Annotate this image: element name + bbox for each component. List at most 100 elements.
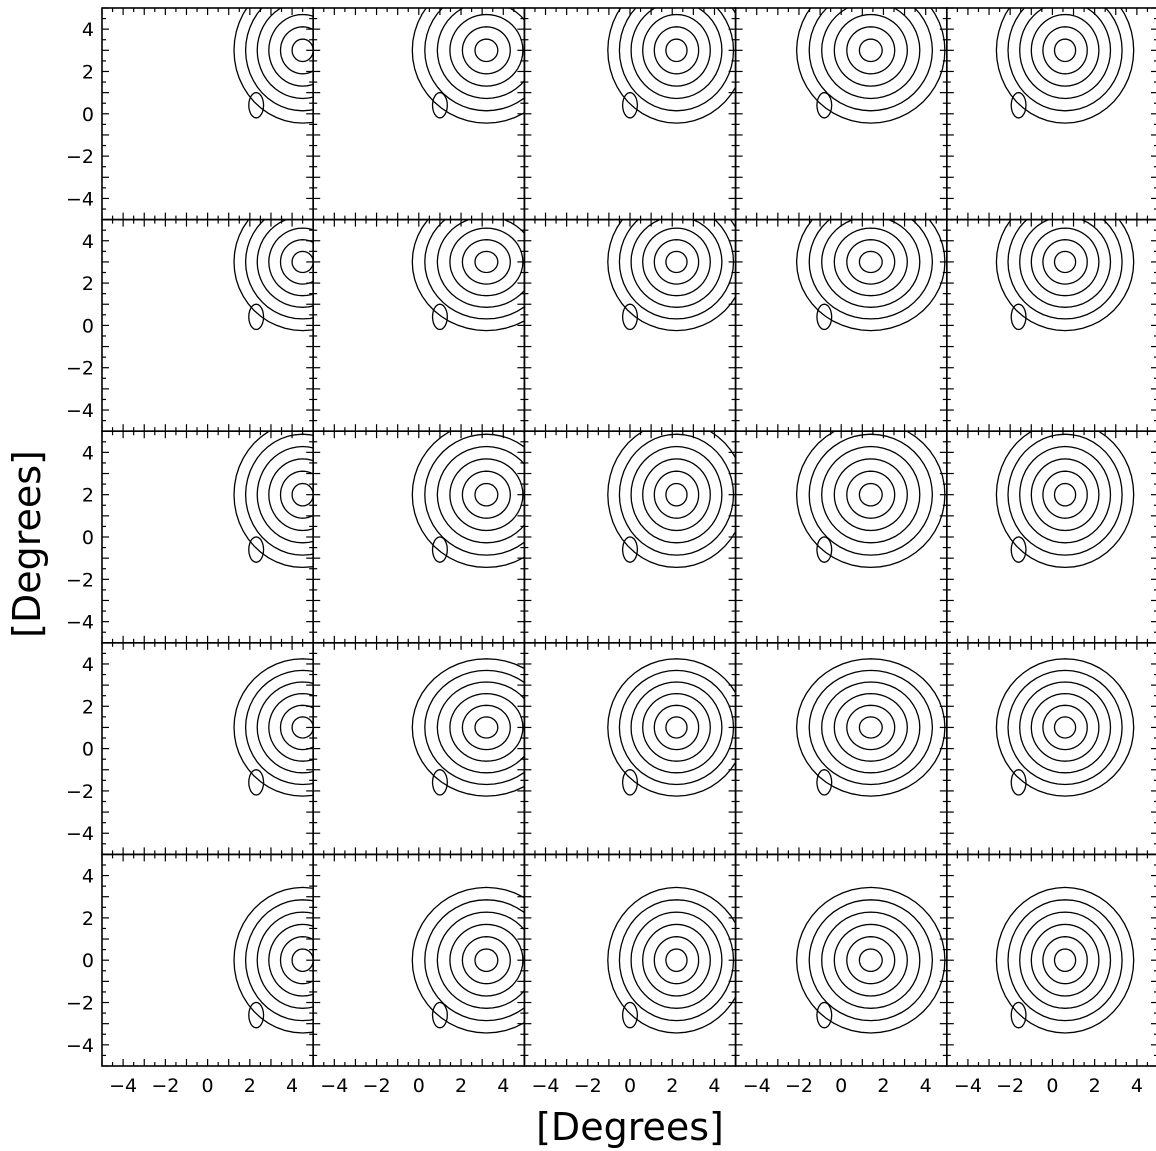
contour-set (607, 219, 736, 332)
y-tick-label: −4 (66, 188, 94, 210)
contour-line (461, 239, 511, 285)
contour-line (279, 704, 314, 751)
contour-lobe (248, 536, 265, 563)
x-tick-label: −4 (743, 1075, 771, 1097)
y-tick-label: −2 (66, 358, 94, 380)
contour-line (618, 669, 735, 786)
contour-line (1042, 704, 1088, 751)
contour-line (808, 219, 934, 320)
contour-line (233, 431, 314, 569)
panel-r2-c3 (523, 218, 737, 433)
x-tick-label: −2 (785, 1075, 813, 1097)
contour-line (436, 219, 525, 308)
contour-line (821, 219, 921, 308)
contour-line (858, 38, 883, 63)
contour-lobe (621, 303, 639, 331)
contour-line (1042, 239, 1088, 285)
contour-line (279, 936, 314, 985)
panel-r4-c4 (734, 641, 948, 856)
contour-line (1007, 433, 1123, 556)
contour-line (665, 250, 688, 274)
y-tick-labels: −4 −2 0 2 4 −4 −2 0 2 4 −4 −2 0 2 4 −4 −2 0 2 4 −4 −2 0 2 4 (66, 19, 94, 1057)
contour-line (607, 219, 736, 332)
y-tick-label: −4 (66, 823, 94, 845)
contour-line (233, 886, 314, 1034)
y-tick-label: 4 (82, 19, 94, 41)
contour-line (1030, 458, 1100, 532)
contour-line (846, 936, 896, 985)
contour-line (1007, 219, 1123, 320)
contour-line (268, 458, 314, 532)
y-tick-label: 2 (82, 485, 94, 507)
contour-line (1019, 445, 1112, 544)
contour-set (995, 886, 1135, 1034)
contour-lobe (248, 769, 265, 796)
x-tick-label: 4 (497, 1075, 509, 1097)
panel-frame (734, 641, 948, 856)
contour-line (411, 431, 525, 569)
contour-lobe (816, 91, 833, 119)
contour-line (268, 13, 314, 87)
panel-r1-c5 (945, 7, 1156, 221)
contour-line (233, 219, 314, 332)
contour-line (995, 658, 1135, 797)
contour-line (1007, 899, 1123, 1022)
contour-lobe (431, 536, 448, 563)
contour-line (653, 470, 700, 519)
contour-line (808, 8, 934, 112)
contour-set (411, 8, 525, 124)
panel-frame (945, 641, 1156, 856)
panel-r2-c4 (734, 218, 948, 433)
contour-line (833, 692, 908, 762)
contour-line (630, 445, 723, 544)
contour-line (642, 458, 711, 532)
contour-line (858, 482, 883, 507)
contour-line (846, 470, 896, 519)
contour-line (665, 482, 688, 507)
contour-line (461, 470, 511, 519)
contour-line (1053, 716, 1077, 739)
contour-line (795, 886, 946, 1034)
contour-line (846, 704, 896, 751)
contour-line (808, 899, 934, 1022)
contour-lobe (621, 769, 639, 796)
contour-set (233, 219, 314, 332)
x-tick-label: 2 (455, 1075, 467, 1097)
contour-line (618, 8, 735, 112)
contour-line (665, 38, 688, 63)
contour-line (1019, 219, 1112, 308)
x-tick-label: 2 (877, 1075, 889, 1097)
x-tick-label: −2 (363, 1075, 391, 1097)
contour-line (449, 692, 524, 762)
contour-line (995, 886, 1135, 1034)
contour-lobe (816, 769, 833, 796)
x-tick-label: 2 (666, 1075, 678, 1097)
panel-frame (945, 7, 1156, 221)
x-tick-label: 4 (920, 1075, 932, 1097)
contour-lobe (1010, 536, 1027, 563)
contour-line (808, 669, 934, 786)
contour-line (821, 681, 921, 774)
contour-set (995, 431, 1135, 569)
contour-line (1030, 13, 1100, 87)
contour-line (653, 704, 700, 751)
panel-r1-c4 (734, 7, 948, 221)
contour-line (256, 445, 314, 544)
panel-r2-c5 (945, 218, 1156, 433)
contour-line (642, 13, 711, 87)
contour-line (279, 239, 314, 285)
panel-r4-c3 (523, 641, 737, 856)
contour-line (618, 433, 735, 556)
contour-line (1042, 26, 1088, 75)
contour-line (461, 936, 511, 985)
contour-set (795, 431, 946, 569)
x-tick-label: 0 (835, 1075, 847, 1097)
y-tick-label: −2 (66, 146, 94, 168)
contour-line (795, 219, 946, 332)
contour-line (630, 8, 723, 100)
x-tick-label: 0 (413, 1075, 425, 1097)
contour-line (833, 923, 908, 997)
contour-line (244, 899, 314, 1022)
contour-line (858, 250, 883, 274)
